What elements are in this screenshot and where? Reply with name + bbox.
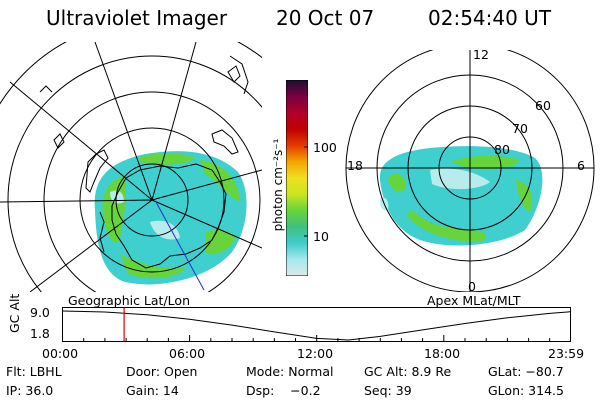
ip-info: IP: 36.0 xyxy=(6,383,54,398)
colorbar-tick-10: 10 xyxy=(313,229,329,244)
mlt-label-6: 6 xyxy=(577,158,585,173)
seq-info: Seq: 39 xyxy=(364,383,412,398)
x-tick-label-1: 06:00 xyxy=(169,346,206,361)
gain-info: Gain: 14 xyxy=(126,383,179,398)
colorbar-tick-100: 100 xyxy=(313,140,337,155)
mlat-label-80: 80 xyxy=(494,142,510,157)
coastlines xyxy=(39,55,249,269)
image-date: 20 Oct 07 xyxy=(276,6,375,30)
mlat-label-60: 60 xyxy=(535,98,551,113)
mlt-label-12: 12 xyxy=(473,47,489,62)
door-info: Door: Open xyxy=(126,364,198,379)
x-tick-label-2: 12:00 xyxy=(297,346,334,361)
geographic-auroral-image xyxy=(0,42,262,292)
plot-frame xyxy=(62,307,571,342)
image-time: 02:54:40 UT xyxy=(428,6,552,30)
dsp-info: Dsp: −0.2 xyxy=(246,383,321,398)
filter-info: Flt: LBHL xyxy=(6,364,62,379)
gc-alt-info: GC Alt: 8.9 Re xyxy=(364,364,452,379)
instrument-title: Ultraviolet Imager xyxy=(46,6,228,30)
left-panel-caption: Geographic Lat/Lon xyxy=(68,293,190,308)
mlt-label-18: 18 xyxy=(347,158,363,173)
intensity-colorbar xyxy=(286,80,308,276)
mlt-label-0: 0 xyxy=(468,279,476,294)
x-tick-label-0: 00:00 xyxy=(42,346,79,361)
geographic-grid xyxy=(0,42,262,292)
altitude-series-line xyxy=(62,310,571,341)
magnetic-grid xyxy=(345,50,595,292)
y-tick-max: 9.0 xyxy=(30,305,50,320)
mode-info: Mode: Normal xyxy=(246,364,334,379)
altitude-timeline-chart xyxy=(62,307,571,342)
glat-info: GLat: −80.7 xyxy=(488,364,564,379)
auroral-emission-mag xyxy=(379,146,543,246)
y-axis-label: GC Alt xyxy=(7,293,22,333)
magnetic-auroral-image xyxy=(345,50,595,292)
x-tick-label-3: 18:00 xyxy=(424,346,461,361)
mlat-label-70: 70 xyxy=(512,121,528,136)
y-tick-min: 1.8 xyxy=(30,326,50,341)
right-panel-caption: Apex MLat/MLT xyxy=(427,293,521,308)
colorbar-unit-label: photon cm⁻²s⁻¹ xyxy=(271,138,285,232)
orbit-track xyxy=(155,201,205,291)
glon-info: GLon: 314.5 xyxy=(488,383,564,398)
x-tick-label-4: 23:59 xyxy=(548,346,585,361)
x-axis-ticks xyxy=(62,335,571,341)
